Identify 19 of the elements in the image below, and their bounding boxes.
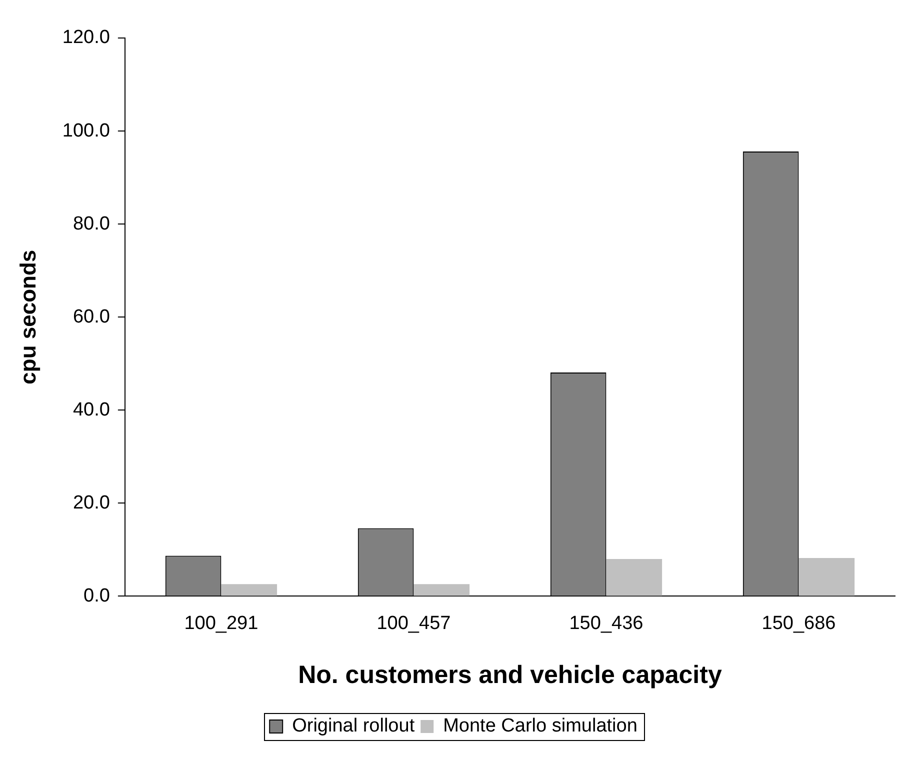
y-axis-title: cpu seconds [15, 250, 40, 384]
x-tick-label: 100_291 [184, 612, 258, 634]
x-tick-label: 150_436 [569, 612, 644, 634]
x-tick-label: 150_686 [762, 612, 836, 634]
y-tick-label: 120.0 [62, 27, 110, 48]
bar [606, 558, 662, 596]
y-tick-label: 80.0 [72, 213, 110, 234]
bar [798, 558, 855, 596]
bar [221, 584, 278, 596]
y-tick-label: 40.0 [72, 399, 110, 420]
legend-label: Monte Carlo simulation [443, 716, 638, 737]
x-axis-title: No. customers and vehicle capacity [298, 660, 722, 689]
legend-label: Original rollout [292, 716, 416, 737]
y-tick-label: 0.0 [84, 585, 110, 606]
bar [414, 584, 470, 596]
y-tick-label: 60.0 [72, 306, 110, 328]
y-tick-label: 100.0 [62, 120, 110, 142]
y-tick-label: 20.0 [72, 492, 110, 514]
x-tick-label: 100_457 [376, 612, 451, 634]
